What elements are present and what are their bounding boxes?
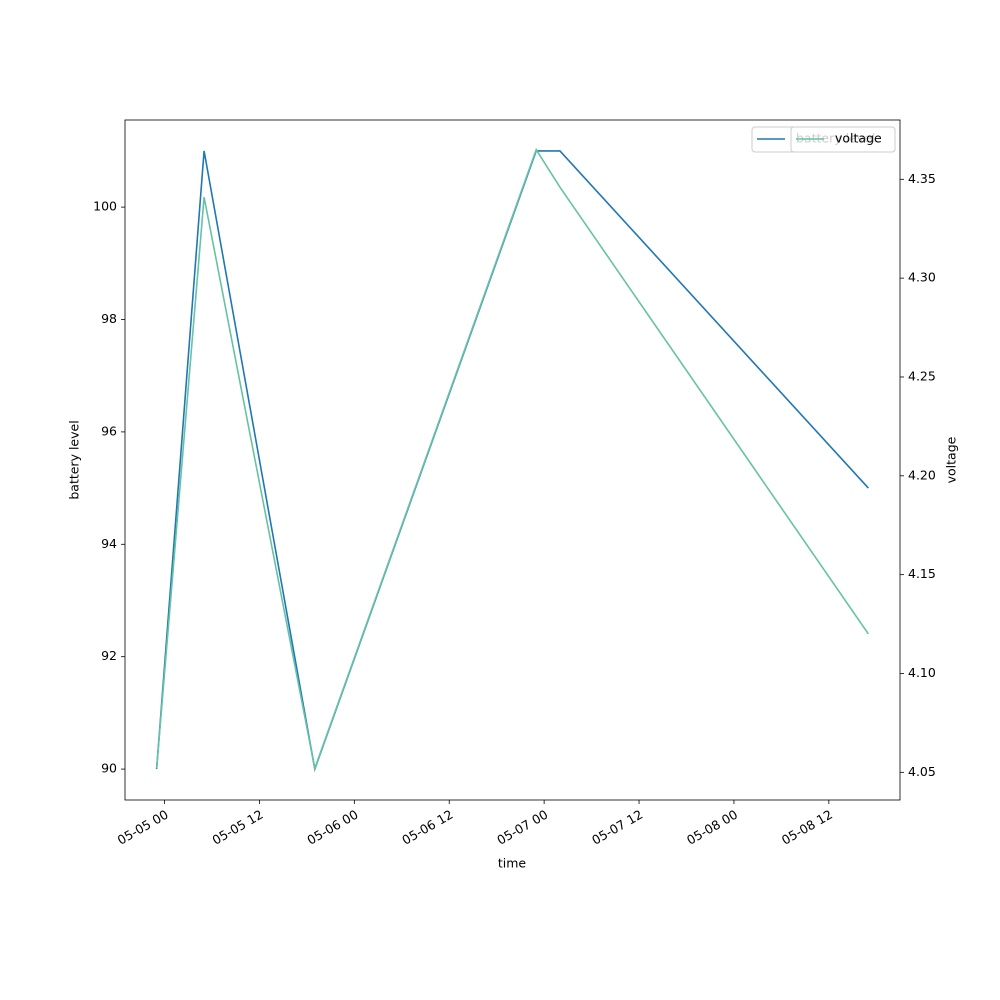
- y-axis-label: battery level: [67, 420, 82, 499]
- y2-tick-label: 4.20: [908, 467, 936, 482]
- x-tick-label: 05-08 00: [684, 807, 740, 848]
- y2-tick-label: 4.10: [908, 665, 936, 680]
- y-tick-label: 96: [101, 423, 117, 438]
- x-tick-label: 05-08 12: [779, 807, 835, 848]
- x-tick-label: 05-05 00: [115, 807, 171, 848]
- legend-label: voltage: [835, 131, 882, 146]
- x-tick-label: 05-06 00: [304, 807, 360, 848]
- y-tick-label: 100: [93, 199, 117, 214]
- y2-tick-label: 4.35: [908, 171, 936, 186]
- data-line: [155, 150, 869, 773]
- x-axis-label: time: [498, 856, 527, 871]
- x-tick-label: 05-05 12: [210, 807, 266, 848]
- y2-tick-label: 4.25: [908, 368, 936, 383]
- plot-frame: [124, 119, 901, 801]
- y-tick-label: 98: [101, 311, 117, 326]
- y2-tick-label: 4.30: [908, 270, 936, 285]
- x-tick-label: 05-06 12: [399, 807, 455, 848]
- y-tick-label: 94: [101, 536, 117, 551]
- x-tick-label: 05-07 12: [589, 807, 645, 848]
- legend-box: [790, 126, 896, 153]
- y-tick-label: 92: [101, 648, 117, 663]
- data-line: [155, 147, 870, 772]
- y2-tick-label: 4.15: [908, 566, 936, 581]
- y2-axis-label: voltage: [944, 436, 959, 483]
- y-tick-label: 90: [101, 761, 117, 776]
- x-tick-label: 05-07 00: [494, 807, 550, 848]
- y2-tick-label: 4.05: [908, 764, 936, 779]
